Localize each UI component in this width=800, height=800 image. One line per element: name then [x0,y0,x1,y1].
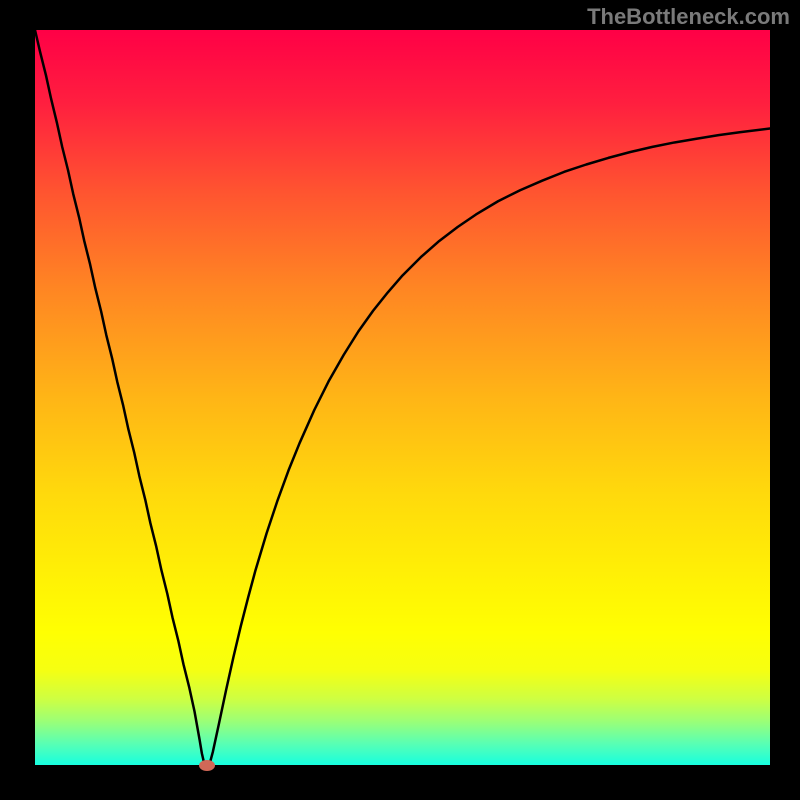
chart-container: TheBottleneck.com [0,0,800,800]
bottleneck-curve [0,0,800,800]
minimum-marker [199,760,215,771]
source-watermark: TheBottleneck.com [587,4,790,30]
